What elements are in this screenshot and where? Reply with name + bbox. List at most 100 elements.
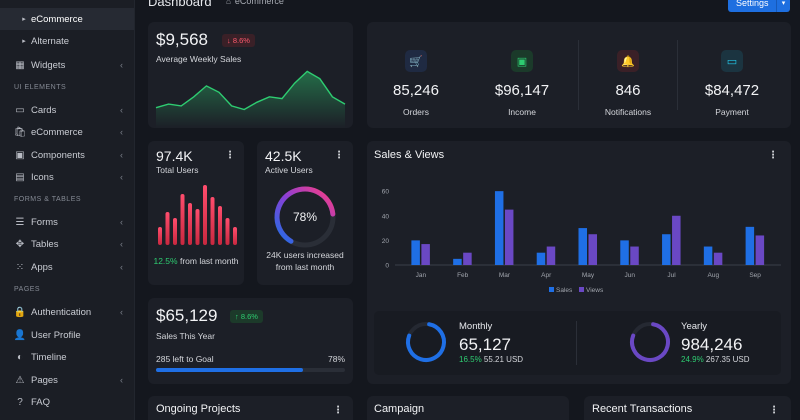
- more-options-icon[interactable]: ⋮: [333, 405, 343, 416]
- user-bar: [195, 209, 200, 245]
- more-options-icon[interactable]: ⋮: [334, 150, 344, 161]
- chevron-down-icon[interactable]: ▾: [776, 0, 790, 12]
- yearly-value: 984,246: [681, 335, 743, 354]
- chevron-left-icon: ‹: [120, 375, 123, 385]
- stat-payment: ▭ $84,472 Payment: [678, 10, 786, 120]
- chevron-left-icon: ‹: [120, 239, 123, 249]
- sparkline-line: [155, 70, 346, 111]
- bar-views[interactable]: [504, 209, 514, 265]
- bar-sales[interactable]: [703, 246, 713, 265]
- x-tick-label: Mar: [499, 272, 511, 279]
- sales-year-change-value: 8.6%: [240, 312, 258, 321]
- total-users-change-text: from last month: [179, 256, 239, 266]
- sidebar-item-faq[interactable]: ? FAQ: [0, 391, 134, 413]
- sidebar-item-tables[interactable]: ✥ Tables ‹: [0, 233, 134, 255]
- chevron-left-icon: ‹: [120, 60, 123, 70]
- bar-sales[interactable]: [745, 226, 755, 265]
- more-options-icon[interactable]: ⋮: [225, 150, 235, 161]
- bar-sales[interactable]: [494, 191, 504, 265]
- sidebar-item-label: Icons: [31, 171, 54, 183]
- weekly-sales-label: Average Weekly Sales: [156, 54, 242, 64]
- more-options-icon[interactable]: ⋮: [769, 405, 779, 416]
- apps-icon: ⁙: [15, 261, 25, 273]
- bar-views[interactable]: [421, 244, 430, 265]
- progress-track: [156, 368, 345, 372]
- progress-text: 78%: [327, 354, 345, 364]
- stat-orders: 🛒 85,246 Orders: [362, 10, 470, 120]
- stat-value: $96,147: [494, 82, 550, 99]
- legend-label: Views: [586, 287, 604, 294]
- pages-icon: ⚠: [15, 374, 25, 386]
- ring-arc: [630, 322, 670, 362]
- sidebar-item-ecommerce[interactable]: 🛍 eCommerce ‹: [0, 121, 134, 143]
- bar-sales[interactable]: [411, 240, 420, 265]
- sidebar-item-widgets[interactable]: ▦ Widgets ‹: [0, 54, 134, 76]
- sidebar-item-timeline[interactable]: ◐ Timeline: [0, 346, 134, 368]
- user-bar: [188, 203, 192, 245]
- stat-label: Orders: [403, 107, 429, 117]
- sidebar-item-icons[interactable]: ▤ Icons ‹: [0, 166, 134, 188]
- monthly-amount: 55.21 USD: [483, 355, 524, 364]
- bar-sales[interactable]: [620, 240, 629, 265]
- bar-sales[interactable]: [578, 228, 588, 265]
- user-bar: [210, 197, 215, 245]
- stat-income: ▣ $96,147 Income: [468, 10, 576, 120]
- campaign-title: Campaign: [374, 403, 425, 415]
- sidebar-item-label: Pages: [31, 374, 58, 386]
- divider: [576, 321, 577, 365]
- sidebar-item-label: eCommerce: [31, 13, 83, 25]
- bar-views[interactable]: [546, 246, 556, 265]
- monthly-change: 16.5%: [459, 355, 482, 364]
- x-tick-label: Jan: [416, 272, 427, 279]
- monthly-ring: [406, 322, 446, 362]
- breadcrumb[interactable]: ⌂ eCommerce: [226, 0, 284, 6]
- settings-button[interactable]: Settings ▾: [728, 0, 790, 12]
- card-icon: ▭: [721, 50, 743, 72]
- sidebar-item-label: Cards: [31, 104, 57, 116]
- sidebar-item-alternate[interactable]: ▸ Alternate: [0, 30, 134, 52]
- sidebar-item-user-profile[interactable]: 👤 User Profile: [0, 324, 134, 346]
- sidebar-item-label: Alternate: [31, 35, 70, 47]
- bar-views[interactable]: [588, 234, 598, 265]
- x-tick-label: Apr: [541, 272, 552, 279]
- sidebar-item-forms[interactable]: ☰ Forms ‹: [0, 211, 134, 233]
- yearly-amount: 267.35 USD: [705, 355, 750, 364]
- bar-views[interactable]: [630, 246, 639, 265]
- campaign-card: Campaign: [367, 396, 569, 420]
- active-users-gauge: 78%: [274, 186, 336, 248]
- bar-sales[interactable]: [453, 258, 462, 265]
- ongoing-projects-title: Ongoing Projects: [156, 403, 241, 415]
- sidebar-item-components[interactable]: ▣ Components ‹: [0, 144, 134, 166]
- bar-sales[interactable]: [662, 234, 671, 265]
- monthly-value: 65,127: [459, 335, 511, 354]
- summary-panel: Monthly 65,127 16.5% 55.21 USD Yearly 98…: [374, 311, 781, 375]
- sidebar-item-label: Authentication: [31, 306, 92, 318]
- sidebar-item-authentication[interactable]: 🔒 Authentication ‹: [0, 301, 134, 323]
- sales-year-card: $65,129 ↑ 8.6% Sales This Year 285 left …: [148, 298, 353, 384]
- stat-value: $84,472: [704, 82, 760, 99]
- section-heading: UI ELEMENTS: [14, 84, 67, 91]
- sidebar-item-ecommerce-dashboard[interactable]: ▸ eCommerce: [0, 8, 134, 30]
- total-users-value: 97.4K: [156, 148, 193, 164]
- sidebar-item-pages[interactable]: ⚠ Pages ‹: [0, 369, 134, 391]
- bar-sales[interactable]: [536, 252, 546, 265]
- recent-transactions-card: Recent Transactions ⋮: [584, 396, 791, 420]
- bar-views[interactable]: [672, 215, 681, 265]
- bar-views[interactable]: [713, 252, 723, 265]
- sidebar-item-label: Timeline: [31, 351, 67, 363]
- sidebar-item-label: eCommerce: [31, 126, 83, 138]
- sidebar-item-apps[interactable]: ⁙ Apps ‹: [0, 256, 134, 278]
- yearly-ring: [630, 322, 670, 362]
- sidebar-item-label: Apps: [31, 261, 53, 273]
- bar-views[interactable]: [463, 252, 472, 265]
- active-users-value: 42.5K: [265, 148, 302, 164]
- sidebar-item-label: Forms: [31, 216, 58, 228]
- more-options-icon[interactable]: ⋮: [768, 150, 778, 161]
- sales-views-chart: 0 20 40 60 Jan Feb Mar Apr May Jun Jul Aug Sep Sales V…: [382, 189, 781, 294]
- stat-value: 85,246: [393, 82, 439, 99]
- chevron-left-icon: ‹: [120, 307, 123, 317]
- sidebar-item-cards[interactable]: ▭ Cards ‹: [0, 99, 134, 121]
- yearly-meta: 24.9% 267.35 USD: [681, 355, 750, 364]
- sales-year-change: ↑ 8.6%: [230, 310, 263, 323]
- bar-views[interactable]: [755, 235, 765, 265]
